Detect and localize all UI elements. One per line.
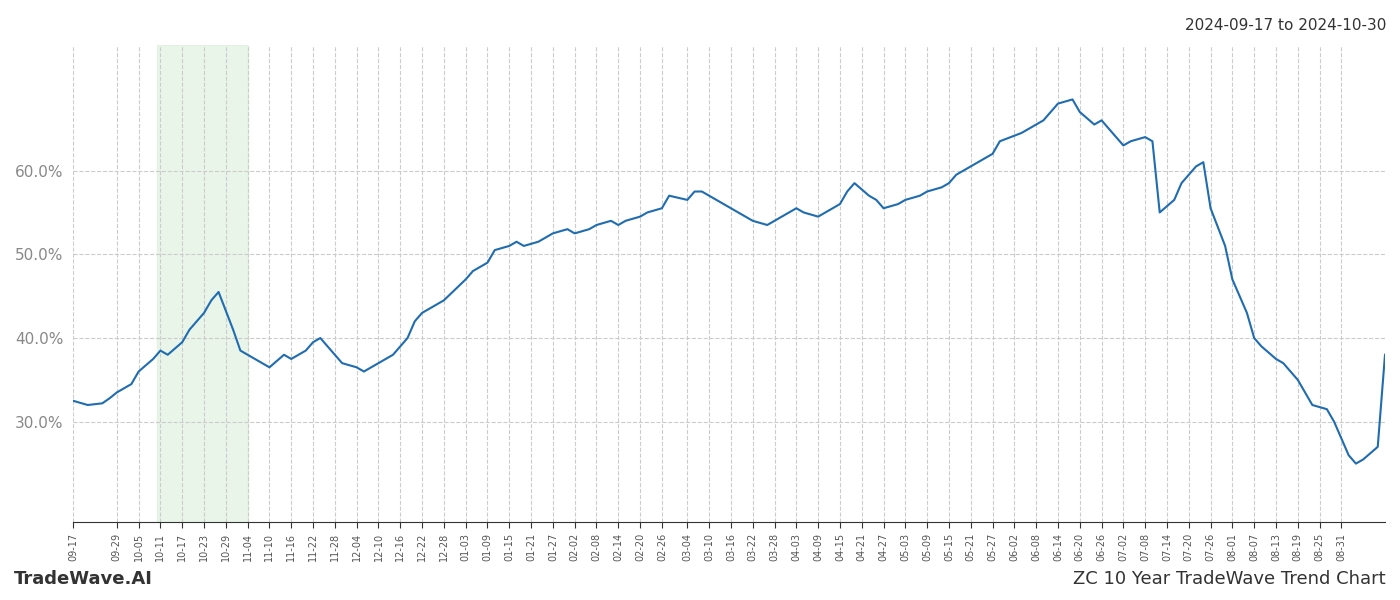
Bar xyxy=(157,45,248,522)
Text: TradeWave.AI: TradeWave.AI xyxy=(14,570,153,588)
Text: ZC 10 Year TradeWave Trend Chart: ZC 10 Year TradeWave Trend Chart xyxy=(1074,570,1386,588)
Text: 2024-09-17 to 2024-10-30: 2024-09-17 to 2024-10-30 xyxy=(1184,18,1386,33)
